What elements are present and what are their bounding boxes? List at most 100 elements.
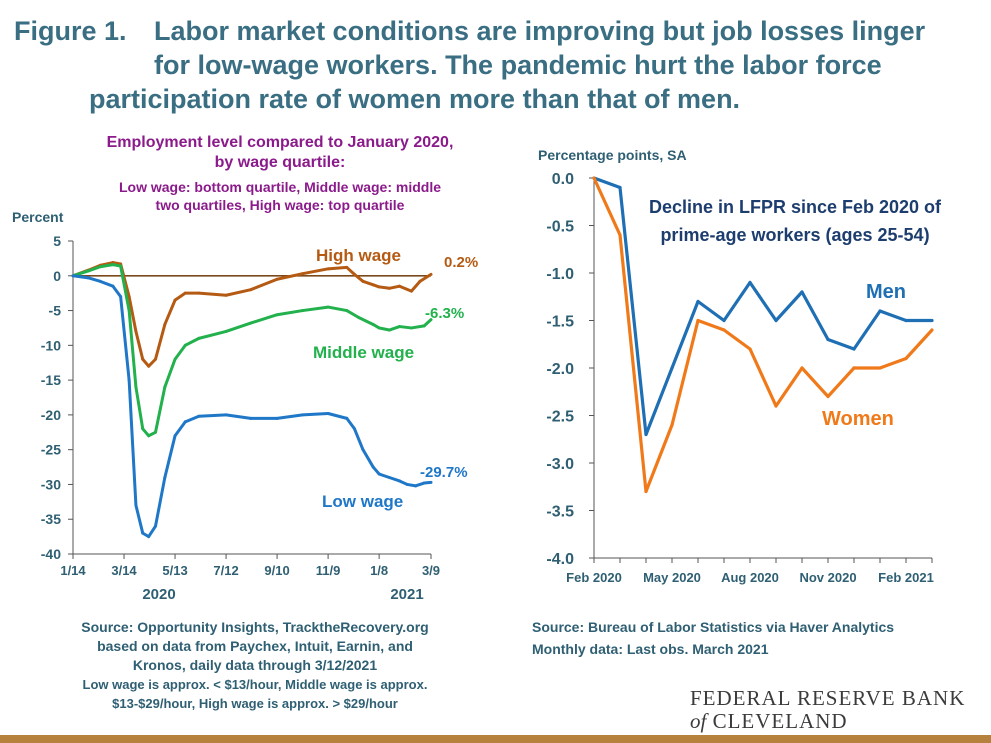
figure-title-line-1: Labor market conditions are improving bu… — [154, 16, 926, 46]
men-line-segment — [722, 280, 752, 323]
low-wage-line-segment — [98, 279, 115, 288]
middle-wage-line-segment — [275, 309, 305, 317]
left-y-axis-label: Percent — [12, 209, 64, 225]
middle-wage-legend-label: Middle wage — [313, 343, 414, 362]
high-wage-line-segment — [345, 265, 356, 276]
footer-bar — [0, 735, 991, 743]
left-y-tick-label: -40 — [41, 546, 61, 562]
middle-wage-line-segment — [119, 264, 131, 313]
low-wage-line-segment — [352, 427, 365, 452]
low-wage-line-segment — [119, 295, 131, 382]
left-x-tick-label: 5/13 — [162, 563, 187, 578]
middle-wage-line-segment — [301, 305, 330, 313]
right-x-tick-label: May 2020 — [643, 570, 701, 585]
middle-wage-line-segment — [249, 313, 279, 325]
high-wage-line-segment — [163, 298, 177, 326]
middle-wage-line-segment — [326, 305, 349, 313]
right-y-tick-label: -2.0 — [546, 361, 574, 378]
right-source-line-2: Monthly data: Last obs. March 2021 — [532, 641, 769, 657]
right-y-tick-label: -3.5 — [546, 504, 574, 521]
low-wage-line-segment — [422, 480, 433, 485]
left-source-block: Source: Opportunity Insights, TracktheRe… — [20, 618, 490, 713]
left-x-tick-label: 3/14 — [111, 563, 137, 578]
middle-wage-end-label: -6.3% — [425, 305, 464, 322]
high-wage-line-segment — [352, 272, 365, 283]
middle-wage-line-segment — [134, 385, 145, 431]
right-y-tick-label: -4.0 — [546, 551, 574, 568]
low-wage-line-segment — [153, 475, 167, 528]
right-x-tick-label: Feb 2021 — [878, 570, 934, 585]
low-wage-line-segment — [275, 413, 305, 420]
middle-wage-line-segment — [163, 357, 177, 389]
logo-line-1: FEDERAL RESERVE BANK — [690, 686, 966, 710]
right-y-tick-label: -3.0 — [546, 456, 574, 473]
left-y-tick-label: -10 — [41, 337, 61, 353]
middle-wage-line-segment — [141, 427, 151, 438]
low-wage-line-segment — [183, 414, 201, 424]
middle-wage-line-segment — [398, 325, 413, 330]
women-line-segment — [800, 366, 830, 399]
men-legend-label: Men — [866, 281, 906, 303]
high-wage-end-label: 0.2% — [444, 254, 478, 271]
high-wage-line-segment — [409, 279, 422, 293]
men-line-segment — [826, 337, 856, 351]
low-wage-line-segment — [111, 284, 123, 299]
left-year-label-2020: 2020 — [142, 586, 175, 603]
women-line-segment — [904, 328, 934, 361]
high-wage-legend-label: High wage — [316, 246, 401, 265]
left-year-label-2021: 2021 — [390, 586, 423, 603]
left-y-tick-label: -35 — [41, 511, 61, 527]
middle-wage-line-segment — [98, 263, 115, 269]
men-line-segment — [878, 309, 908, 323]
middle-wage-line-segment — [153, 385, 167, 434]
women-line-segment — [748, 347, 778, 408]
middle-wage-line-segment — [197, 329, 228, 340]
figure-title-line-3: participation rate of women more than th… — [89, 84, 741, 114]
low-wage-line-segment — [147, 524, 157, 539]
figure-number: Figure 1. — [14, 16, 127, 46]
right-chart-title-line-2: prime-age workers (ages 25-54) — [660, 225, 929, 245]
high-wage-line-segment — [275, 272, 305, 281]
women-line-segment — [878, 356, 908, 370]
logo-line-2: of CLEVELAND — [690, 709, 848, 734]
left-x-tick-label: 9/10 — [264, 563, 289, 578]
left-x-tick-label: 1/14 — [60, 563, 86, 578]
low-wage-line-segment — [71, 274, 90, 280]
women-line-segment — [592, 176, 622, 237]
left-chart-subheading-line-1: Low wage: bottom quartile, Middle wage: … — [118, 179, 441, 195]
left-chart-subheading: Low wage: bottom quartile, Middle wage: … — [30, 178, 530, 214]
men-line-segment — [774, 290, 804, 323]
low-wage-line-segment — [134, 503, 145, 535]
men-line-segment — [696, 299, 726, 323]
right-y-tick-label: 0.0 — [552, 171, 574, 188]
left-x-tick-label: 7/12 — [213, 563, 238, 578]
low-wage-line-segment — [197, 413, 228, 418]
left-x-tick-label: 3/9 — [422, 563, 440, 578]
middle-wage-line-segment — [173, 343, 187, 361]
high-wage-line-segment — [377, 285, 391, 290]
high-wage-line-segment — [224, 288, 253, 297]
left-y-tick-label: -30 — [41, 476, 61, 492]
left-y-tick-label: 5 — [53, 233, 61, 249]
logo-of: of — [690, 709, 707, 733]
women-line-segment — [670, 318, 700, 427]
women-legend-label: Women — [822, 408, 894, 430]
women-line-segment — [696, 318, 726, 332]
high-wage-line-segment — [134, 329, 145, 361]
low-wage-line-segment — [163, 434, 177, 479]
middle-wage-line-segment — [422, 318, 433, 328]
left-x-tick-label: 1/8 — [370, 563, 388, 578]
low-wage-line-segment — [361, 448, 375, 469]
middle-wage-line-segment — [409, 324, 426, 330]
figure-title-line-2: for low-wage workers. The pandemic hurt … — [154, 50, 882, 80]
high-wage-line-segment — [153, 322, 167, 361]
right-y-axis-label: Percentage points, SA — [538, 147, 687, 163]
high-wage-line-segment — [387, 284, 402, 290]
left-source-line-4: Low wage is approx. < $13/hour, Middle w… — [82, 677, 428, 692]
low-wage-line-segment — [224, 413, 253, 420]
left-x-tick-label: 11/9 — [316, 563, 341, 578]
left-y-tick-label: -5 — [49, 303, 62, 319]
left-source-line-5: $13-$29/hour, High wage is approx. > $29… — [112, 696, 398, 711]
low-wage-line-segment — [345, 416, 356, 431]
